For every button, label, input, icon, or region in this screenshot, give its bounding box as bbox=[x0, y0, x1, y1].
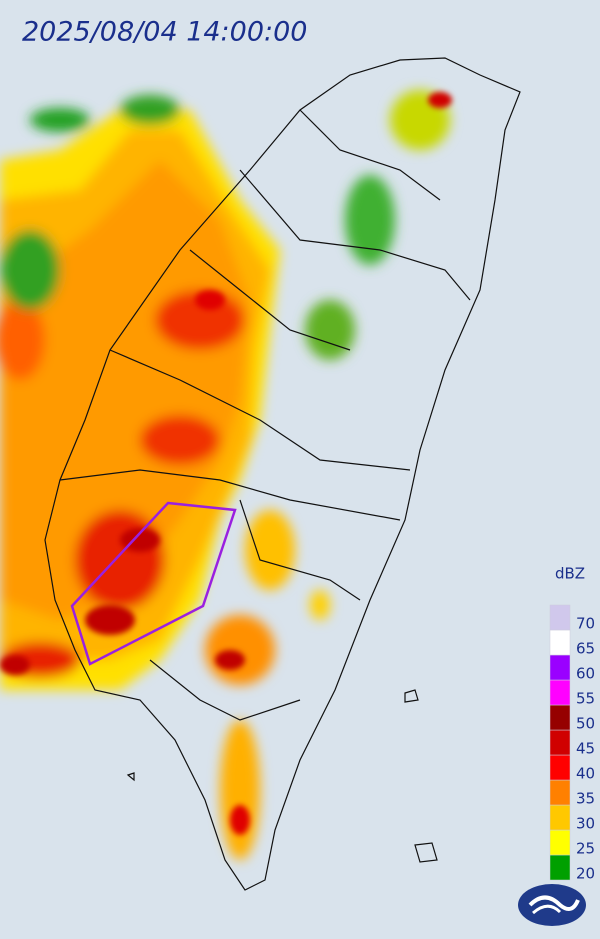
legend-swatch bbox=[549, 804, 571, 831]
legend-swatch bbox=[549, 854, 571, 881]
legend-swatch bbox=[549, 679, 571, 706]
legend-tick-label: 70 bbox=[576, 615, 595, 633]
timestamp: 2025/08/04 14:00:00 bbox=[22, 17, 307, 48]
legend-tick-label: 40 bbox=[576, 765, 595, 783]
legend-tick-label: 60 bbox=[576, 665, 595, 683]
legend-tick-label: 20 bbox=[576, 865, 595, 883]
legend-swatch bbox=[549, 779, 571, 806]
legend-tick-label: 50 bbox=[576, 715, 595, 733]
legend-swatch bbox=[549, 704, 571, 731]
logo bbox=[518, 884, 586, 926]
legend-tick-label: 25 bbox=[576, 840, 595, 858]
legend-swatch bbox=[549, 629, 571, 656]
legend-tick-label: 45 bbox=[576, 740, 595, 758]
legend-title: dBZ bbox=[555, 565, 585, 583]
map-outline bbox=[44, 57, 521, 891]
legend: dBZ 20 25 30 35 40 45 50 55 60 65 70 bbox=[549, 565, 595, 883]
radar-echoes bbox=[0, 90, 450, 860]
legend-swatch bbox=[549, 604, 571, 631]
legend-swatch bbox=[549, 754, 571, 781]
warning-area bbox=[70, 501, 237, 666]
radar-cores bbox=[0, 92, 452, 835]
legend-swatch bbox=[549, 654, 571, 681]
legend-tick-label: 30 bbox=[576, 815, 595, 833]
legend-tick-label: 55 bbox=[576, 690, 595, 708]
legend-tick-label: 35 bbox=[576, 790, 595, 808]
legend-swatch bbox=[549, 829, 571, 856]
legend-tick-label: 65 bbox=[576, 640, 595, 658]
legend-swatch bbox=[549, 729, 571, 756]
